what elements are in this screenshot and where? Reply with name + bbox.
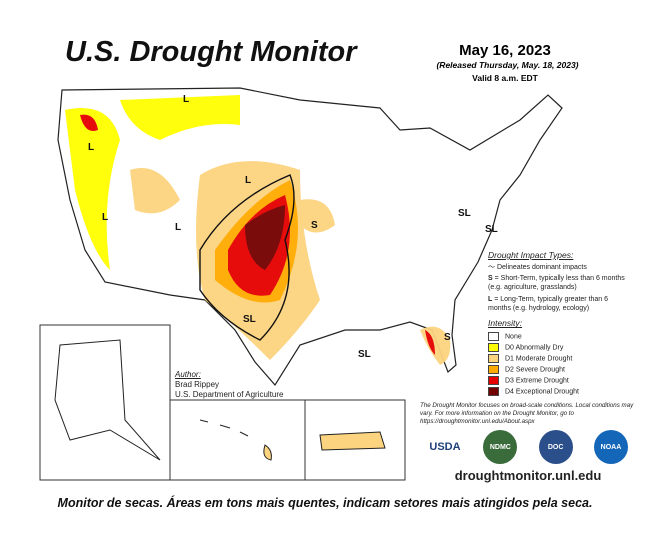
disclaimer-note: The Drought Monitor focuses on broad-sca… bbox=[420, 402, 634, 426]
valid-time: Valid 8 a.m. EDT bbox=[472, 73, 538, 83]
legend-label: None bbox=[505, 333, 522, 341]
impact-label: SL bbox=[243, 314, 256, 325]
map-title: U.S. Drought Monitor bbox=[65, 36, 357, 68]
impact-label: L bbox=[102, 212, 108, 223]
legend-label: D0 Abnormally Dry bbox=[505, 344, 564, 352]
impact-types-heading: Drought Impact Types: bbox=[488, 250, 574, 260]
intensity-heading: Intensity: bbox=[488, 318, 523, 329]
impact-label: S bbox=[311, 220, 318, 231]
figure-caption: Monitor de secas. Áreas em tons mais que… bbox=[57, 496, 593, 510]
us-outline bbox=[57, 87, 563, 387]
release-date: (Released Thursday, May. 18, 2023) bbox=[436, 60, 579, 70]
short-term-text: = Short-Term, typically less than 6 mont… bbox=[488, 275, 625, 292]
legend-label: D3 Extreme Drought bbox=[505, 377, 569, 385]
legend-item: D2 Severe Drought bbox=[488, 365, 628, 375]
legend-swatch bbox=[488, 354, 499, 364]
legend-item: D1 Moderate Drought bbox=[488, 354, 628, 364]
impact-label: L bbox=[175, 222, 181, 233]
legend-swatch bbox=[488, 332, 499, 341]
author-heading: Author: bbox=[175, 370, 201, 379]
noaa-logo: NOAA bbox=[593, 430, 628, 464]
hawaii-inset bbox=[169, 399, 306, 481]
impact-line-icon: 〜 bbox=[488, 263, 497, 271]
delineates-text: Delineates dominant impacts bbox=[496, 263, 587, 271]
impact-boundary bbox=[199, 174, 295, 341]
long-term-key: L bbox=[488, 295, 493, 303]
legend-label: D4 Exceptional Drought bbox=[505, 388, 579, 396]
impact-label: L bbox=[183, 94, 189, 105]
impact-label: SL bbox=[458, 208, 471, 219]
short-term-key: S bbox=[488, 275, 493, 283]
author-block: Author: Brad Rippey U.S. Department of A… bbox=[175, 370, 284, 400]
legend-swatch bbox=[488, 376, 499, 386]
legend-swatch bbox=[488, 343, 499, 353]
legend: Drought Impact Types: 〜 Delineates domin… bbox=[488, 250, 628, 399]
impact-label: SL bbox=[358, 349, 371, 360]
impact-label: L bbox=[88, 142, 94, 153]
legend-label: D1 Moderate Drought bbox=[505, 355, 573, 363]
legend-swatch bbox=[488, 387, 499, 397]
long-term-text: = Long-Term, typically greater than 6 mo… bbox=[488, 295, 609, 312]
doc-seal: DOC bbox=[538, 430, 573, 464]
legend-item: None bbox=[488, 332, 628, 342]
author-name: Brad Rippey bbox=[175, 380, 220, 389]
website-link[interactable]: droughtmonitor.unl.edu bbox=[454, 468, 602, 483]
usda-logo: USDA bbox=[428, 430, 462, 464]
impact-label: SL bbox=[485, 224, 498, 235]
agency-logos: USDA NDMC DOC NOAA bbox=[428, 430, 628, 464]
legend-swatch bbox=[488, 365, 499, 375]
legend-item: D3 Extreme Drought bbox=[488, 376, 628, 386]
drought-areas bbox=[65, 95, 451, 365]
impact-label: L bbox=[245, 175, 251, 186]
legend-item: D0 Abnormally Dry bbox=[488, 343, 628, 353]
map-date: May 16, 2023 bbox=[459, 42, 551, 59]
ndmc-logo: NDMC bbox=[483, 430, 518, 464]
author-org: U.S. Department of Agriculture bbox=[175, 390, 284, 399]
legend-label: D2 Severe Drought bbox=[505, 366, 565, 374]
legend-item: D4 Exceptional Drought bbox=[488, 387, 628, 397]
impact-label: S bbox=[444, 332, 451, 343]
